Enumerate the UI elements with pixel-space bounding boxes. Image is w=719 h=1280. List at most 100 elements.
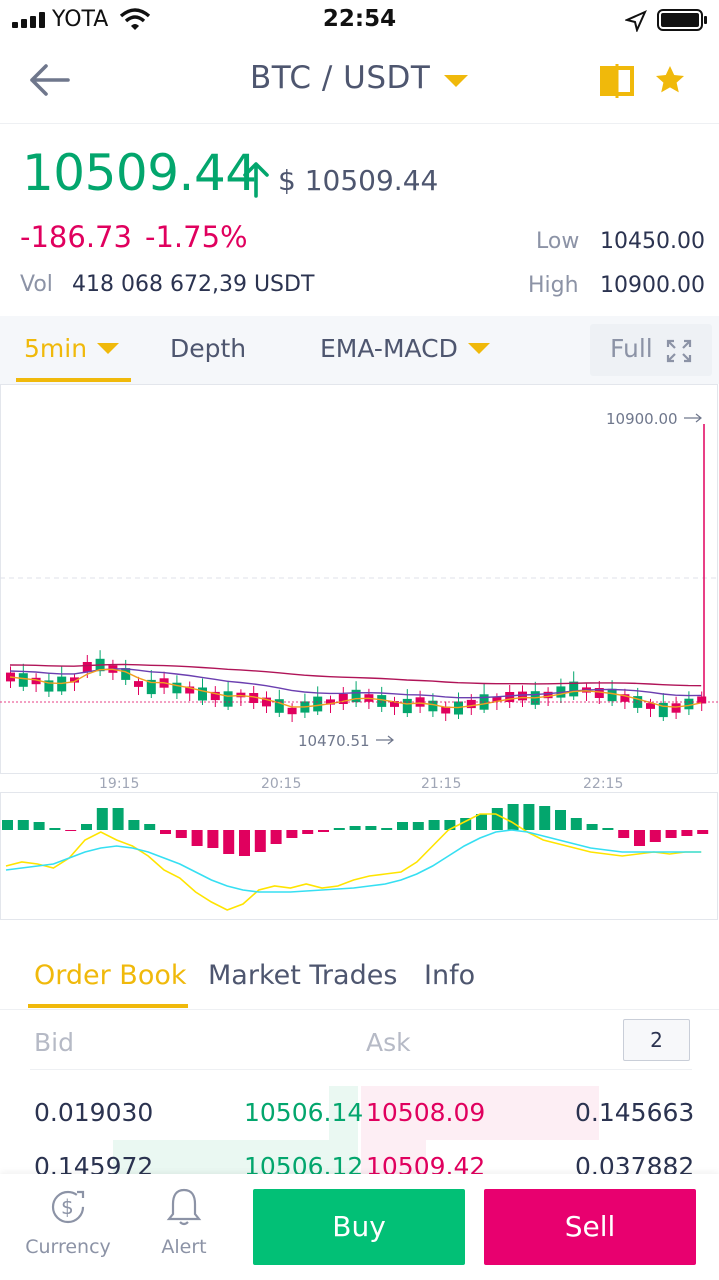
candle xyxy=(492,696,502,702)
macd-bar xyxy=(681,830,693,836)
x-tick: 19:15 xyxy=(99,776,140,792)
tab-indicator[interactable]: EMA-MACD xyxy=(320,334,490,363)
candle xyxy=(172,682,182,694)
candle xyxy=(326,699,335,705)
macd-dea-line xyxy=(5,829,702,893)
orderbook-tabs: Order Book Market Trades Info xyxy=(0,940,719,1010)
macd-bar xyxy=(602,828,614,830)
x-tick: 20:15 xyxy=(261,776,302,792)
tab-indicator-label: EMA-MACD xyxy=(320,334,458,363)
candle xyxy=(287,707,297,715)
nav-header: BTC / USDT xyxy=(0,40,719,124)
signal-icon xyxy=(12,12,46,28)
candle xyxy=(70,677,79,683)
max-arrow-icon xyxy=(684,413,702,423)
macd-bar xyxy=(191,830,203,846)
macd-bar xyxy=(175,830,187,838)
macd-bar xyxy=(618,830,630,838)
sell-button[interactable]: Sell xyxy=(484,1189,696,1265)
bell-icon xyxy=(166,1188,202,1226)
candle xyxy=(594,688,604,698)
macd-bar xyxy=(523,804,535,830)
pair-dropdown-icon[interactable] xyxy=(444,75,468,87)
macd-bar xyxy=(491,808,503,830)
buy-button[interactable]: Buy xyxy=(253,1189,465,1265)
price-up-arrow-icon xyxy=(243,162,269,198)
macd-bar xyxy=(128,820,140,830)
currency-button[interactable]: $ Currency xyxy=(20,1186,116,1258)
last-price: 10509.44 xyxy=(22,144,257,202)
macd-bar xyxy=(49,828,61,830)
tab-interval[interactable]: 5min xyxy=(24,334,120,363)
macd-bar xyxy=(397,822,408,830)
tab-active-underline xyxy=(16,378,131,382)
decimals-selector[interactable]: 2 xyxy=(623,1019,690,1061)
macd-bar xyxy=(223,830,235,854)
macd-chart[interactable] xyxy=(0,792,719,922)
macd-bar xyxy=(365,826,377,830)
bottom-action-bar: $ Currency Alert Buy Sell xyxy=(0,1174,719,1280)
candle xyxy=(402,698,412,714)
candle xyxy=(198,687,207,701)
status-time: 22:54 xyxy=(322,6,397,32)
candle xyxy=(82,662,92,672)
tab-order-book[interactable]: Order Book xyxy=(34,960,187,991)
candle xyxy=(518,691,527,701)
tab-info[interactable]: Info xyxy=(424,960,476,991)
candle xyxy=(505,692,515,702)
status-bar: YOTA 22:54 xyxy=(0,0,719,40)
time-axis: 19:15 20:15 21:15 22:15 xyxy=(0,774,719,792)
candle xyxy=(31,677,41,685)
macd-bar xyxy=(381,828,393,830)
macd-bar xyxy=(649,830,661,842)
candle xyxy=(697,696,707,704)
ask-header: Ask xyxy=(366,1028,411,1057)
macd-bar xyxy=(333,828,345,830)
candle xyxy=(646,703,655,709)
tab-market-trades[interactable]: Market Trades xyxy=(208,960,398,991)
candle xyxy=(390,701,399,707)
carrier-name: YOTA xyxy=(52,7,109,32)
candlestick-chart[interactable]: 10900.00 10470.51 xyxy=(0,384,719,774)
candle xyxy=(684,698,694,710)
chevron-down-icon xyxy=(467,342,490,354)
macd-bar xyxy=(17,820,29,830)
candle xyxy=(338,694,348,704)
fullscreen-label: Full xyxy=(610,334,653,363)
pair-title[interactable]: BTC / USDT xyxy=(250,60,431,96)
favorite-star-icon[interactable] xyxy=(654,64,686,96)
ema-line-mid xyxy=(9,663,702,687)
tab-active-underline xyxy=(28,1004,188,1008)
candle xyxy=(377,695,387,707)
macd-bar xyxy=(81,824,92,830)
macd-bar xyxy=(444,820,456,830)
candle xyxy=(351,689,361,703)
table-row[interactable]: 0.019030 10506.14 10508.09 0.145663 xyxy=(0,1086,719,1140)
candle xyxy=(607,688,617,702)
candle xyxy=(274,699,284,713)
macd-bar xyxy=(207,830,219,848)
compare-icon[interactable] xyxy=(600,64,638,98)
back-arrow-icon[interactable] xyxy=(28,60,72,100)
volume-label: Vol xyxy=(20,272,53,297)
wifi-icon xyxy=(120,8,150,30)
macd-bar xyxy=(665,830,677,838)
svg-text:$: $ xyxy=(61,1195,74,1219)
bid-quantity: 0.019030 xyxy=(34,1098,154,1127)
macd-bar xyxy=(570,818,582,830)
tab-depth[interactable]: Depth xyxy=(170,334,247,363)
candle xyxy=(210,691,220,701)
macd-bar xyxy=(634,830,645,846)
alert-button[interactable]: Alert xyxy=(150,1186,218,1258)
expand-icon xyxy=(666,339,692,363)
chevron-down-icon xyxy=(97,342,120,354)
candle xyxy=(543,691,553,699)
macd-bar xyxy=(555,810,566,830)
ask-price: 10508.09 xyxy=(366,1098,486,1127)
bid-price: 10506.14 xyxy=(244,1098,364,1127)
fullscreen-button[interactable]: Full xyxy=(590,324,712,376)
bid-header: Bid xyxy=(34,1028,74,1057)
macd-bar xyxy=(412,822,424,830)
orderbook-header: Bid Ask 2 xyxy=(30,1010,692,1070)
candle xyxy=(249,693,259,703)
